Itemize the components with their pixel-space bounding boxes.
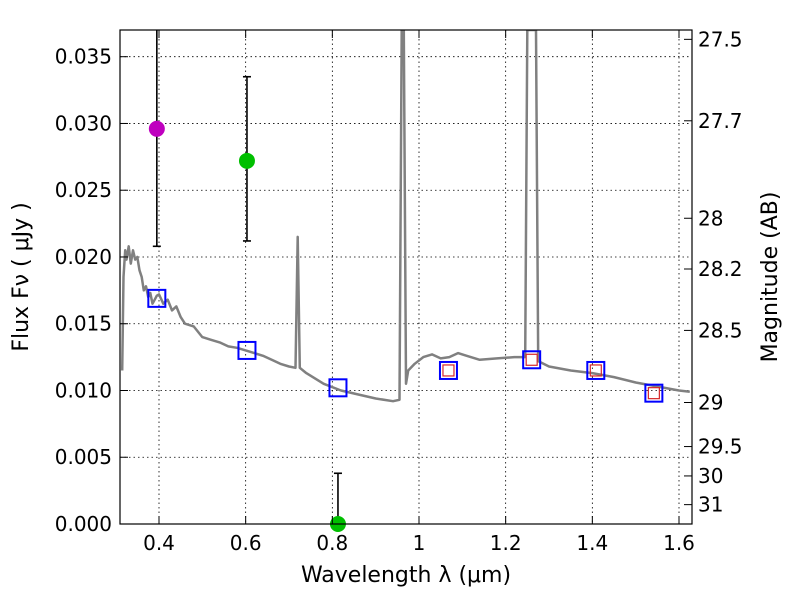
y-tick-label: 0.010: [55, 378, 112, 402]
x-tick-label: 0.4: [143, 531, 175, 555]
model-photometry-square: [644, 383, 664, 403]
observed-point: [148, 120, 165, 137]
series-group: [120, 30, 690, 403]
mag-tick-label: 29.5: [698, 435, 743, 459]
observed-square: [589, 364, 602, 377]
mag-tick-label: 31: [698, 493, 723, 517]
mag-tick-label: 28.2: [698, 257, 743, 281]
observed-square: [442, 364, 455, 377]
x-tick-label: 1.4: [576, 531, 608, 555]
y-tick-label: 0.000: [55, 512, 112, 536]
model-photometry-square: [147, 288, 167, 308]
y-tick-label: 0.015: [55, 312, 112, 336]
y-tick-label: 0.005: [55, 445, 112, 469]
x-tick-label: 0.6: [230, 531, 262, 555]
tick-group: 0.4 0.6 0.8 1 1.2 1.4 1.6 0.000 0.005 0.010 0.015 0…: [55, 27, 743, 555]
y-tick-label: 0.025: [55, 178, 112, 202]
model-photometry-square: [237, 340, 257, 360]
observed-square: [525, 353, 538, 366]
observed-square: [647, 387, 660, 400]
x-tick-label: 1.2: [490, 531, 522, 555]
y-axis-label: Flux Fν ( μJy ): [9, 202, 34, 351]
plot-frame: [119, 29, 693, 525]
mag-tick-label: 28: [698, 206, 723, 230]
mag-tick-label: 29: [698, 391, 723, 415]
x-tick-label: 1.6: [663, 531, 695, 555]
y-tick-label: 0.020: [55, 245, 112, 269]
observed-point: [238, 152, 255, 169]
mag-tick-label: 27.5: [698, 27, 743, 51]
y-tick-label: 0.030: [55, 111, 112, 135]
y-tick-label: 0.035: [55, 45, 112, 69]
sed-model-line: [120, 30, 690, 403]
model-photometry-square: [522, 350, 542, 370]
mag-tick-label: 27.7: [698, 109, 743, 133]
x-axis-label: Wavelength λ (μm): [301, 563, 511, 588]
model-photometry-square: [586, 360, 606, 380]
model-photometry-square: [328, 378, 348, 398]
model-photometry-square: [438, 360, 458, 380]
x-tick-label: 0.8: [316, 531, 348, 555]
mag-tick-label: 28.5: [698, 318, 743, 342]
y2-axis-label: Magnitude (AB): [758, 192, 783, 363]
x-tick-label: 1: [413, 531, 426, 555]
mag-tick-label: 30: [698, 464, 723, 488]
